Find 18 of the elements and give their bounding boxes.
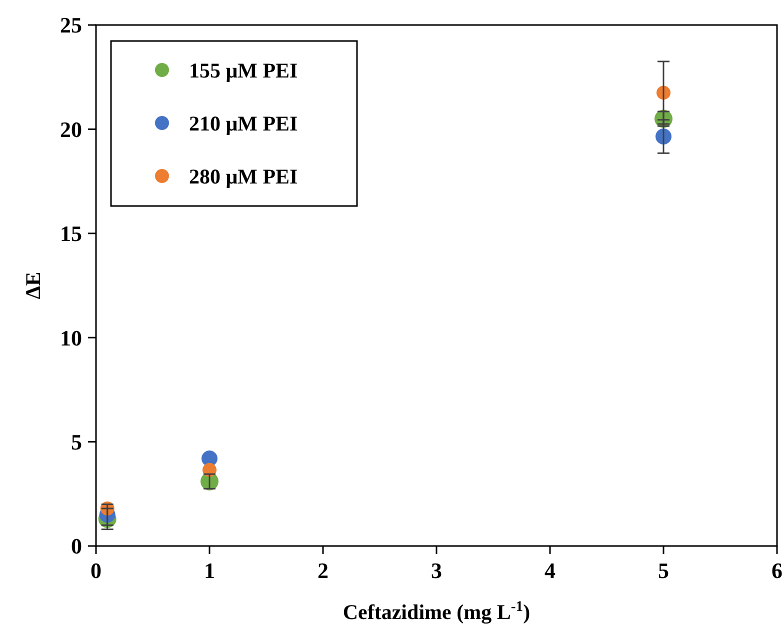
y-tick-label: 0: [71, 534, 82, 559]
x-tick-label: 1: [204, 558, 215, 583]
legend-label: 280 μM PEI: [189, 164, 298, 188]
legend-label: 155 μM PEI: [189, 58, 298, 82]
legend-label: 210 μM PEI: [189, 111, 298, 136]
y-axis-title: ΔE: [21, 272, 45, 300]
x-tick-label: 6: [772, 558, 782, 583]
y-tick-label: 20: [60, 116, 82, 142]
y-tick-label: 25: [60, 12, 82, 38]
x-tick-label: 4: [544, 558, 556, 583]
x-axis-title: Ceftazidime (mg L$^{-1}$): [342, 599, 530, 624]
x-tick-label: 3: [431, 558, 442, 583]
x-tick-label: 2: [318, 558, 328, 583]
x-tick-label: 0: [90, 558, 102, 583]
y-tick-label: 10: [60, 325, 82, 350]
x-tick-label: 5: [658, 558, 669, 583]
y-tick-label: 5: [71, 430, 82, 454]
y-tick-label: 15: [60, 221, 82, 246]
